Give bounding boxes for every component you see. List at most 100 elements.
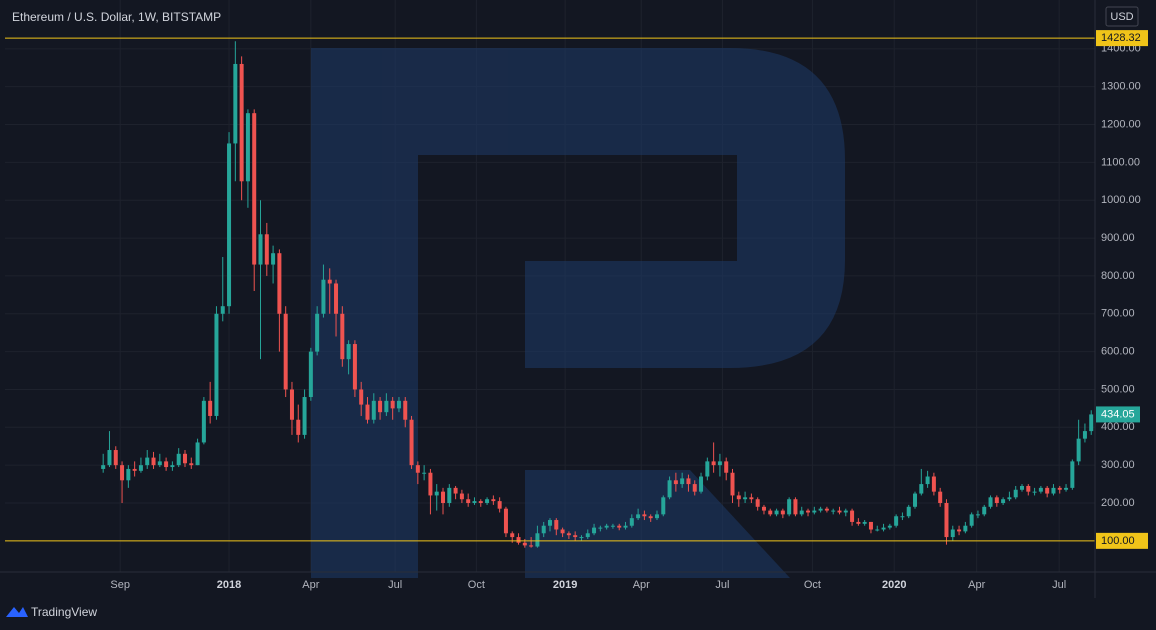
candle-body	[1082, 431, 1087, 439]
candle-body	[1013, 489, 1018, 498]
candle-body	[969, 514, 974, 526]
candle-body	[913, 493, 918, 507]
candle-body	[384, 400, 389, 413]
y-tick-label: 300.00	[1101, 459, 1135, 471]
candle-body	[768, 510, 773, 515]
candle-body	[994, 497, 999, 504]
candle-body	[315, 313, 320, 352]
candle-body	[138, 465, 143, 471]
candle-body	[699, 476, 704, 492]
candle-body	[340, 313, 345, 360]
candle-body	[434, 491, 439, 496]
candle-body	[925, 476, 930, 485]
x-tick-label: Oct	[468, 579, 485, 591]
candle-body	[233, 63, 238, 144]
candle-body	[944, 503, 949, 538]
candle-body	[843, 510, 848, 513]
candle-body	[881, 527, 886, 530]
x-tick-label: 2018	[217, 579, 241, 591]
candle-body	[485, 499, 490, 504]
candle-body	[189, 463, 194, 466]
candle-body	[497, 501, 502, 509]
candle-body	[755, 499, 760, 507]
candle-body	[101, 465, 106, 469]
candle-body	[390, 400, 395, 409]
candle-body	[818, 508, 823, 511]
candle-body	[466, 499, 471, 504]
candle-body	[195, 442, 200, 466]
axes: 100.00 200.00 300.00 400.00 500.00 600.00 700.…	[110, 30, 1148, 591]
candle-body	[453, 487, 458, 494]
candle-body	[164, 461, 169, 468]
brand-logo[interactable]: TradingView	[6, 605, 97, 619]
candle-body	[120, 465, 125, 481]
level-label-box	[1096, 30, 1148, 47]
candle-body	[988, 497, 993, 507]
candle-body	[1076, 438, 1081, 462]
candle-body	[673, 480, 678, 485]
currency-box[interactable]	[1105, 6, 1139, 27]
candle-body	[201, 400, 206, 443]
y-tick-label: 900.00	[1101, 232, 1135, 244]
candle-body	[359, 389, 364, 405]
candle-body	[780, 510, 785, 515]
candle-body	[623, 525, 628, 528]
last-price-box	[1096, 406, 1140, 423]
y-tick-label: 600.00	[1101, 346, 1135, 358]
candle-body	[812, 510, 817, 513]
candle-body	[831, 510, 836, 512]
y-tick-label: 500.00	[1101, 383, 1135, 395]
candle-body	[837, 510, 842, 513]
y-tick-label: 1000.00	[1101, 194, 1141, 206]
x-tick-label: Apr	[968, 579, 985, 591]
brand[interactable]: TradingView	[31, 605, 97, 619]
candle-body	[906, 506, 911, 517]
candle-body	[516, 537, 521, 543]
candle-body	[592, 527, 597, 534]
candle-body	[774, 510, 779, 515]
x-tick-label: Jul	[388, 579, 402, 591]
candle-body	[478, 501, 483, 504]
candle-body	[245, 113, 250, 182]
candle-body	[982, 506, 987, 515]
candle-body	[415, 465, 420, 473]
candle-body	[176, 453, 181, 466]
candle-body	[126, 468, 131, 481]
candle-body	[151, 457, 156, 466]
x-tick-label: Apr	[633, 579, 650, 591]
candle-body	[283, 313, 288, 390]
candle-body	[107, 450, 112, 466]
candle-body	[610, 525, 615, 527]
level-label-box	[1096, 532, 1148, 549]
candle-body	[503, 508, 508, 534]
x-tick-label: Jul	[715, 579, 729, 591]
candle-body	[371, 400, 376, 420]
candle-body	[554, 520, 559, 530]
candle-body	[447, 487, 452, 504]
candle-body	[208, 400, 213, 416]
candle-body	[1070, 461, 1075, 488]
candle-body	[648, 516, 653, 519]
candle-body	[957, 529, 962, 532]
brand-icon[interactable]	[6, 607, 28, 617]
level-label: 100.00	[1101, 535, 1135, 547]
x-tick-label: Apr	[302, 579, 319, 591]
candle-body	[975, 514, 980, 516]
candle-body	[824, 508, 829, 511]
candle-body	[1038, 487, 1043, 492]
currency[interactable]: USD	[1110, 11, 1133, 23]
candle-body	[900, 516, 905, 518]
candle-body	[396, 400, 401, 409]
candle-body	[441, 491, 446, 504]
candle-body	[113, 450, 118, 466]
candle-body	[680, 478, 685, 485]
candle-body	[950, 529, 955, 538]
candle-body	[724, 461, 729, 473]
candle-body	[334, 283, 339, 314]
candle-body	[636, 514, 641, 519]
candle-body	[302, 397, 307, 435]
candle-body	[491, 499, 496, 502]
candle-body	[170, 465, 175, 468]
candle-body	[617, 525, 622, 528]
